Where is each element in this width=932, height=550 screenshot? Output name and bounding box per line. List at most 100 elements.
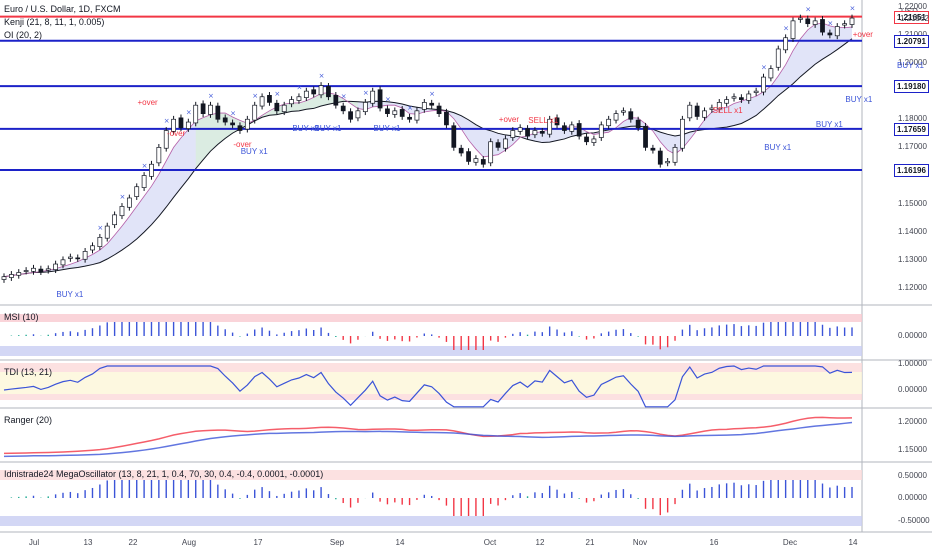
candle-body	[230, 122, 235, 126]
candle-body	[156, 147, 162, 164]
candle-body	[215, 105, 221, 120]
pane-zone	[0, 516, 862, 526]
candle-body	[650, 147, 656, 151]
pane-tick-label: 1.20000	[898, 417, 927, 426]
x-tick-label: 13	[83, 538, 93, 547]
candle-body	[16, 272, 22, 276]
overbought-mark: ×	[230, 110, 236, 118]
candle-body	[657, 150, 663, 165]
candle-body	[200, 103, 206, 114]
kenji-cloud	[4, 23, 852, 277]
x-tick-label: 17	[253, 538, 263, 547]
pane-title: Idnistrade24 MegaOscillator (13, 8, 21, …	[4, 469, 324, 479]
candle-body	[407, 116, 412, 120]
pane-zone	[0, 470, 862, 480]
overbought-mark: ×	[429, 90, 435, 98]
candle-body	[547, 118, 553, 135]
level-price-tag: 1.16196	[894, 163, 929, 177]
candle-body	[90, 245, 95, 251]
candle-body	[584, 136, 589, 143]
candle-body	[672, 147, 678, 163]
candle-body	[237, 125, 243, 131]
overbought-mark: ×	[363, 89, 369, 97]
candle-body	[458, 147, 464, 154]
candle-body	[45, 268, 51, 271]
pane-zone	[0, 346, 862, 356]
candle-body	[731, 96, 737, 99]
candle-body	[606, 118, 612, 127]
candle-body	[296, 96, 302, 101]
candle-body	[60, 259, 66, 266]
signal-annotation: BUY x1	[764, 142, 792, 152]
candle-body	[377, 89, 383, 109]
candle-body	[709, 107, 715, 110]
pane-zone	[0, 394, 862, 400]
signal-annotation: +over	[498, 114, 520, 124]
overbought-mark: ×	[142, 162, 148, 170]
symbol-title: Euro / U.S. Dollar, 1D, FXCM	[4, 4, 121, 14]
pane-zone	[0, 363, 862, 372]
candle-body	[488, 141, 494, 164]
overbought-mark: ×	[186, 109, 192, 117]
candle-body	[790, 20, 796, 39]
candle-body	[473, 158, 479, 163]
candle-body	[812, 20, 818, 25]
candle-body	[370, 90, 376, 104]
candle-body	[31, 267, 36, 272]
candle-body	[687, 104, 693, 119]
candle-body	[23, 270, 29, 272]
overbought-mark: ×	[761, 64, 767, 72]
level-price-tag: 1.21651	[894, 10, 929, 24]
candle-body	[753, 90, 759, 93]
candle-body	[348, 111, 353, 120]
pane-title: Ranger (20)	[4, 415, 53, 425]
signal-annotation: +over	[137, 97, 158, 107]
signal-annotation: BUY x1	[314, 124, 342, 134]
x-tick-label: Nov	[632, 538, 648, 547]
candle-body	[141, 175, 147, 188]
y-tick-label: 1.17000	[898, 142, 927, 152]
candle-body	[303, 90, 309, 98]
signal-annotation: BUY x1	[815, 120, 843, 130]
candle-body	[716, 102, 722, 110]
candle-body	[466, 151, 471, 162]
y-tick-label: 1.20000	[898, 58, 927, 68]
overbought-mark: ×	[827, 20, 833, 28]
overbought-mark: ×	[296, 83, 302, 91]
candle-body	[805, 18, 811, 25]
level-price-tag: 1.19180	[894, 80, 929, 94]
y-tick-label: 1.12000	[898, 282, 927, 292]
signal-annotation: SELL x1	[712, 106, 743, 116]
candle-body	[591, 138, 597, 143]
x-tick-label: Dec	[782, 538, 798, 547]
pane-zone	[0, 372, 862, 394]
x-tick-label: Oct	[483, 538, 497, 547]
candle-body	[613, 113, 619, 121]
current-price-label: 1.21562	[900, 14, 929, 24]
candle-body	[67, 256, 73, 259]
signal-annotation: SELL x1	[528, 116, 559, 126]
x-tick-label: 14	[395, 538, 405, 547]
pane-tick-label: 0.00000	[898, 331, 927, 340]
candle-body	[842, 23, 848, 26]
candle-body	[798, 17, 803, 20]
pane-tick-label: 0.00000	[898, 385, 927, 394]
overbought-mark: ×	[208, 92, 214, 100]
candle-body	[281, 104, 287, 113]
candle-body	[171, 118, 176, 132]
candle-body	[554, 117, 560, 126]
y-tick-label: 1.15000	[898, 198, 927, 208]
candle-body	[702, 110, 707, 118]
candle-body	[598, 124, 604, 138]
overbought-mark: ×	[319, 72, 325, 80]
candle-body	[252, 104, 258, 121]
overbought-mark: ×	[119, 193, 125, 201]
signal-annotation: BUY x1	[845, 94, 873, 104]
pane-tick-label: 0.00000	[898, 493, 927, 502]
y-tick-label: 1.18000	[898, 114, 927, 124]
candle-body	[399, 109, 405, 117]
kenji-fast-line	[3, 22, 853, 278]
candle-body	[421, 102, 427, 110]
y-tick-label: 1.14000	[898, 226, 927, 236]
